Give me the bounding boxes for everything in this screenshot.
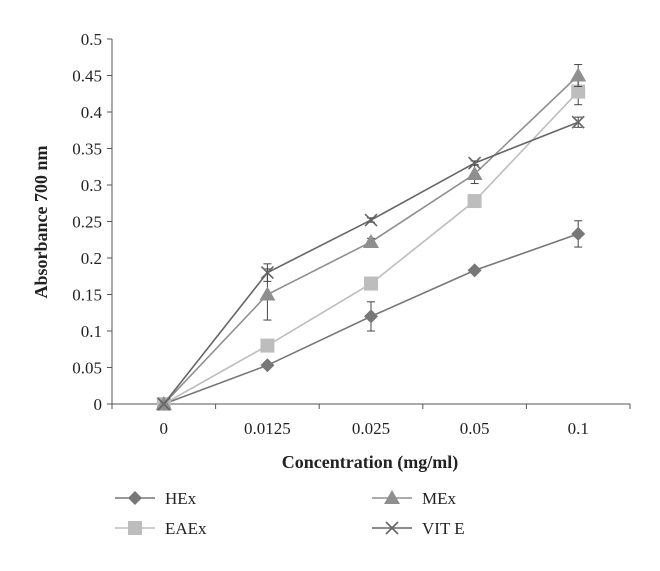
data-point (364, 309, 378, 324)
y-tick-label: 0.15 (72, 286, 102, 305)
legend-label: EAEx (165, 519, 207, 538)
series-mex (155, 64, 587, 410)
legend-item-hex: HEx (115, 489, 197, 508)
data-point (571, 84, 586, 99)
y-tick-label: 0.45 (72, 67, 102, 86)
data-point (260, 358, 275, 373)
y-tick-label: 0.1 (81, 322, 102, 341)
axes-layer: 0 0.05 0.1 0.15 0.2 0.25 0.3 0.35 0.4 0.45 0.5 0 0.0… (72, 30, 631, 438)
legend-item-vit-e: VIT E (372, 519, 465, 538)
x-marker-stroke (468, 156, 482, 170)
legend-marker (128, 521, 142, 535)
legend: HEx EAEx MEx VIT E (115, 489, 465, 538)
y-tick-label: 0.35 (72, 140, 102, 159)
x-tick-label: 0 (160, 419, 169, 438)
data-point (467, 263, 482, 278)
x-tick-label: 0.05 (460, 419, 490, 438)
data-point (571, 115, 585, 129)
data-point (364, 213, 378, 227)
y-tick-label: 0.3 (81, 176, 102, 195)
y-tick-label: 0 (94, 395, 103, 414)
data-point (364, 276, 378, 291)
y-tick-label: 0.25 (72, 213, 102, 232)
legend-item-eaex: EAEx (115, 519, 207, 538)
legend-marker (384, 490, 400, 504)
y-tick-label: 0.2 (81, 249, 102, 268)
x-tick-label: 0.1 (568, 419, 589, 438)
series-line (163, 121, 579, 405)
data-point (260, 266, 274, 280)
x-tick-label: 0.0125 (244, 419, 291, 438)
data-point (363, 233, 379, 248)
legend-label: VIT E (422, 519, 465, 538)
legend-label: MEx (422, 489, 457, 508)
data-point (260, 338, 275, 353)
x-marker-stroke (385, 521, 399, 535)
data-point (259, 286, 276, 301)
x-marker-stroke (364, 213, 378, 227)
legend-item-mex: MEx (372, 489, 457, 508)
series-vit-e (157, 115, 585, 411)
data-point (571, 226, 586, 241)
series-hex (156, 220, 586, 411)
x-marker-stroke (571, 115, 585, 129)
data-point (157, 397, 171, 411)
x-marker-stroke (260, 266, 274, 280)
data-point (570, 67, 587, 82)
x-tick-label: 0.025 (352, 419, 390, 438)
legend-label: HEx (165, 489, 197, 508)
y-axis-title: Absorbance 700 nm (31, 145, 51, 298)
series-layer (155, 64, 587, 411)
x-axis-title: Concentration (mg/ml) (282, 452, 458, 473)
legend-marker (128, 491, 142, 505)
legend-marker (385, 521, 399, 535)
x-marker-stroke (157, 397, 171, 411)
data-point (467, 194, 482, 209)
data-point (466, 166, 483, 181)
y-tick-label: 0.4 (81, 103, 103, 122)
data-point (468, 156, 482, 170)
y-tick-label: 0.05 (72, 359, 102, 378)
y-tick-label: 0.5 (81, 30, 102, 49)
